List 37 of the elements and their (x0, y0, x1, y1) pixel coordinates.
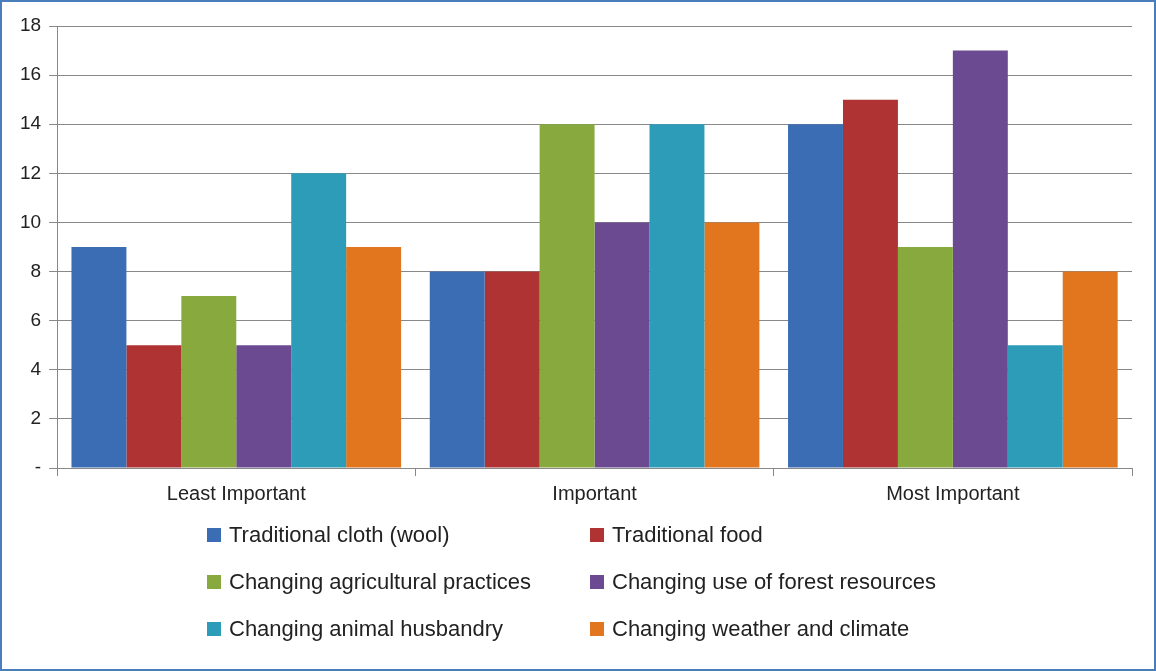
bar (788, 124, 843, 468)
y-tick-label: - (34, 456, 42, 478)
bar (1007, 345, 1063, 468)
y-tick-label: 4 (30, 358, 42, 380)
bar (291, 173, 347, 468)
legend-label: Traditional cloth (wool) (229, 521, 450, 548)
bar (71, 247, 127, 468)
y-tick-label: 14 (19, 112, 42, 134)
y-tick-label: 6 (30, 308, 42, 330)
legend-label: Changing use of forest resources (612, 568, 937, 595)
legend-label: Changing animal husbandry (229, 615, 503, 642)
x-tick-label: Important (552, 481, 638, 504)
bar (897, 247, 953, 468)
bar (704, 222, 760, 468)
bar (484, 271, 540, 468)
bar (346, 247, 402, 468)
y-tick-label: 16 (19, 63, 42, 85)
y-tick-label: 2 (30, 407, 42, 429)
bar (236, 345, 292, 468)
y-tick-label: 18 (19, 14, 42, 36)
y-tick-label: 8 (30, 259, 42, 281)
bar (842, 99, 898, 468)
bar (952, 50, 1008, 468)
x-tick-label: Least Important (166, 481, 307, 504)
x-tick-label: Most Important (886, 481, 1020, 504)
legend-label: Changing agricultural practices (229, 568, 532, 595)
legend-label: Traditional food (612, 521, 763, 548)
bar (126, 345, 182, 468)
bar (539, 124, 595, 468)
bar (1062, 271, 1118, 468)
bar (649, 124, 705, 468)
legend-label: Changing weather and climate (612, 615, 910, 642)
bar (429, 271, 485, 468)
y-tick-label: 12 (19, 161, 42, 183)
bar (594, 222, 650, 468)
bar (181, 296, 237, 468)
y-tick-label: 10 (19, 210, 42, 232)
